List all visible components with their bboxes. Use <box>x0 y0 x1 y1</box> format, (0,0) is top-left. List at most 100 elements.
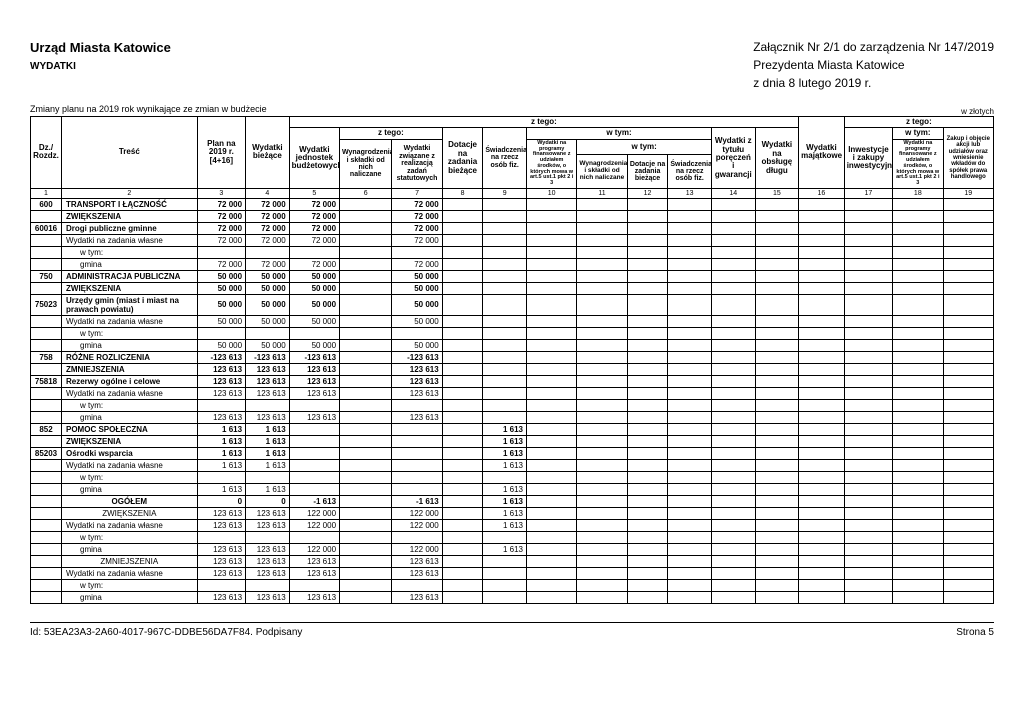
cell-value <box>627 375 668 387</box>
cell-value <box>711 210 755 222</box>
cell-value <box>711 294 755 315</box>
row-label: OGÓŁEM <box>62 495 198 507</box>
cell-value <box>526 222 576 234</box>
cell-value: 72 000 <box>246 258 290 270</box>
cell-value <box>755 447 799 459</box>
cell-value <box>755 507 799 519</box>
cell-value <box>799 507 845 519</box>
cell-value <box>943 339 994 351</box>
cell-value: 50 000 <box>246 315 290 327</box>
row-code <box>31 234 62 246</box>
cell-value <box>943 222 994 234</box>
cell-value <box>340 351 392 363</box>
cell-value <box>668 198 712 210</box>
row-code: 75818 <box>31 375 62 387</box>
cell-value <box>340 282 392 294</box>
cell-value <box>755 210 799 222</box>
cell-value <box>526 294 576 315</box>
cell-value <box>392 459 442 471</box>
cell-value <box>893 591 943 603</box>
cell-value <box>755 363 799 375</box>
cell-value <box>943 471 994 483</box>
cell-value: 123 613 <box>246 555 290 567</box>
cell-value <box>844 210 892 222</box>
row-label: w tym: <box>62 327 198 339</box>
cell-value: 123 613 <box>289 555 339 567</box>
col-statutowych: Wydatki związane z realizacją zadań stat… <box>392 139 442 188</box>
row-label: ZMNIEJSZENIA <box>62 555 198 567</box>
cell-value <box>799 471 845 483</box>
cell-value <box>799 579 845 591</box>
cell-value: 123 613 <box>197 543 245 555</box>
cell-value <box>526 507 576 519</box>
cell-value <box>526 270 576 282</box>
cell-value <box>844 222 892 234</box>
budget-table: Dz./ Rozdz. Treść Plan na 2019 r. [4+16]… <box>30 116 994 604</box>
cell-value <box>668 270 712 282</box>
cell-value <box>577 567 627 579</box>
cell-value <box>893 507 943 519</box>
row-label: ZWIĘKSZENIA <box>62 435 198 447</box>
row-code <box>31 459 62 471</box>
cell-value <box>755 339 799 351</box>
cell-value <box>442 531 483 543</box>
cell-value <box>668 387 712 399</box>
cell-value: 123 613 <box>197 363 245 375</box>
cell-value <box>711 459 755 471</box>
cell-value <box>893 339 943 351</box>
cell-value <box>392 483 442 495</box>
cell-value <box>627 543 668 555</box>
cell-value <box>483 339 527 351</box>
cell-value: 123 613 <box>246 507 290 519</box>
cell-value <box>844 258 892 270</box>
cell-value <box>668 567 712 579</box>
cell-value <box>943 495 994 507</box>
cell-value: 72 000 <box>392 258 442 270</box>
cell-value: 1 613 <box>197 435 245 447</box>
cell-value <box>755 543 799 555</box>
cell-value <box>442 339 483 351</box>
row-code: 60016 <box>31 222 62 234</box>
cell-value <box>577 459 627 471</box>
cell-value <box>755 579 799 591</box>
cell-value <box>844 483 892 495</box>
cell-value: 50 000 <box>392 282 442 294</box>
cell-value <box>893 246 943 258</box>
table-row: w tym: <box>31 399 994 411</box>
table-row: gmina1 6131 6131 613 <box>31 483 994 495</box>
col-biezace: Wydatki bieżące <box>246 117 290 189</box>
cell-value <box>893 210 943 222</box>
cell-value: 1 613 <box>197 423 245 435</box>
cell-value <box>483 411 527 423</box>
cell-value <box>943 555 994 567</box>
cell-value <box>627 282 668 294</box>
cell-value <box>943 270 994 282</box>
cell-value <box>197 327 245 339</box>
cell-value <box>943 531 994 543</box>
cell-value: 123 613 <box>289 591 339 603</box>
cell-value <box>526 483 576 495</box>
row-label: gmina <box>62 543 198 555</box>
cell-value <box>893 387 943 399</box>
cell-value <box>844 375 892 387</box>
cell-value <box>844 351 892 363</box>
cell-value: 1 613 <box>483 459 527 471</box>
cell-value <box>943 591 994 603</box>
cell-value <box>844 543 892 555</box>
row-code <box>31 435 62 447</box>
table-row: 75818Rezerwy ogólne i celowe123 613123 6… <box>31 375 994 387</box>
cell-value <box>340 447 392 459</box>
cell-value <box>289 246 339 258</box>
cell-value <box>668 375 712 387</box>
cell-value <box>577 210 627 222</box>
cell-value: 123 613 <box>246 387 290 399</box>
cell-value <box>289 423 339 435</box>
row-code <box>31 246 62 258</box>
cell-value <box>340 579 392 591</box>
cell-value <box>799 387 845 399</box>
table-row: 758RÓŻNE ROZLICZENIA-123 613-123 613-123… <box>31 351 994 363</box>
cell-value <box>844 270 892 282</box>
cell-value: 123 613 <box>197 591 245 603</box>
cell-value: 50 000 <box>246 282 290 294</box>
col-majatkowe: Wydatki majątkowe <box>799 117 845 189</box>
